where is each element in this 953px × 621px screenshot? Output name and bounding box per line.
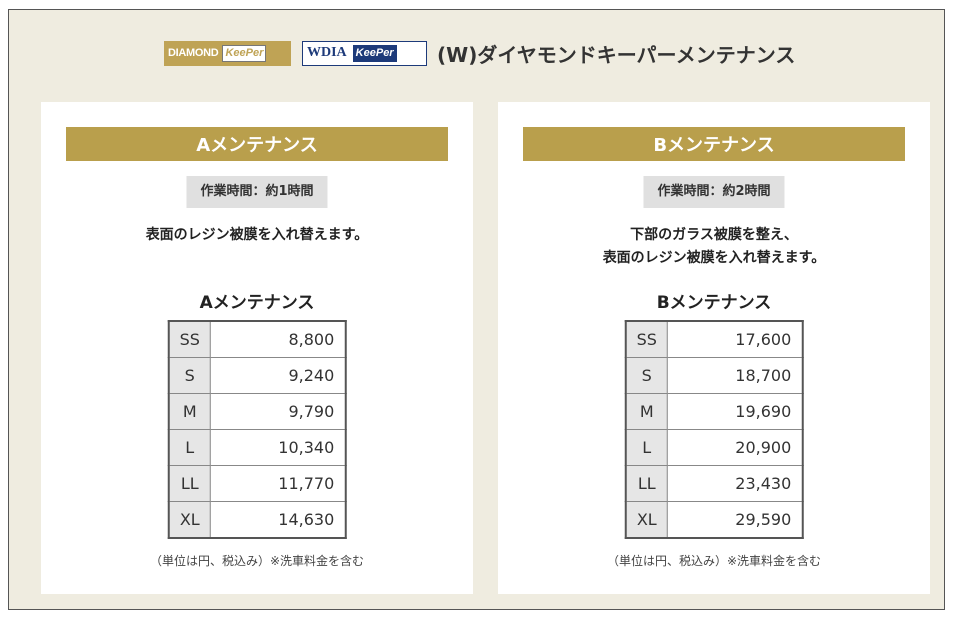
- table-row: XL 29,590: [625, 501, 803, 539]
- header: DIAMOND KeePer WDIA KeePer (W)ダイヤモンドキーパー…: [164, 38, 795, 68]
- table-row: LL 23,430: [625, 465, 803, 502]
- size-cell: M: [168, 393, 211, 430]
- price-cell: 18,700: [666, 357, 803, 394]
- size-cell: XL: [168, 501, 211, 539]
- table-row: LL 11,770: [168, 465, 346, 502]
- size-cell: S: [625, 357, 668, 394]
- logo-keeper-text: KeePer: [222, 44, 267, 62]
- table-row: SS 17,600: [625, 320, 803, 358]
- diamond-keeper-logo: DIAMOND KeePer: [164, 40, 291, 66]
- size-cell: SS: [168, 320, 211, 358]
- table-heading: Bメンテナンス: [656, 293, 772, 313]
- size-cell: LL: [625, 465, 668, 502]
- size-cell: XL: [625, 501, 668, 539]
- panel-title: Aメンテナンス: [66, 127, 448, 161]
- price-cell: 29,590: [666, 501, 803, 539]
- work-time-badge: 作業時間：約2時間: [643, 176, 785, 208]
- size-cell: SS: [625, 320, 668, 358]
- table-row: M 9,790: [168, 393, 346, 430]
- table-row: XL 14,630: [168, 501, 346, 539]
- description-line: 表面のレジン被膜を入れ替えます。: [145, 227, 369, 243]
- logo-wdia-text: WDIA: [307, 45, 347, 60]
- table-row: S 9,240: [168, 357, 346, 394]
- price-cell: 11,770: [209, 465, 346, 502]
- description: 下部のガラス被膜を整え、 表面のレジン被膜を入れ替えます。: [498, 224, 930, 270]
- price-cell: 8,800: [209, 320, 346, 358]
- price-cell: 9,240: [209, 357, 346, 394]
- size-cell: L: [625, 429, 668, 466]
- price-cell: 9,790: [209, 393, 346, 430]
- logo-wdia-keeper-text: KeePer: [352, 44, 397, 62]
- description-line: 下部のガラス被膜を整え、: [630, 227, 798, 243]
- description: 表面のレジン被膜を入れ替えます。: [41, 224, 473, 247]
- panel-title: Bメンテナンス: [523, 127, 905, 161]
- price-cell: 10,340: [209, 429, 346, 466]
- wdia-keeper-logo: WDIA KeePer: [302, 40, 427, 66]
- price-note: （単位は円、税込み）※洗車料金を含む: [606, 554, 822, 568]
- size-cell: S: [168, 357, 211, 394]
- table-heading: Aメンテナンス: [199, 293, 315, 313]
- price-table: SS 17,600 S 18,700 M 19,690 L 20,900 LL 23,43…: [624, 320, 804, 539]
- price-cell: 19,690: [666, 393, 803, 430]
- logo-diamond-text: DIAMOND: [168, 47, 219, 59]
- page-title: (W)ダイヤモンドキーパーメンテナンス: [437, 42, 796, 67]
- table-row: S 18,700: [625, 357, 803, 394]
- panel-b-maintenance: Bメンテナンス 作業時間：約2時間 下部のガラス被膜を整え、 表面のレジン被膜を…: [498, 102, 930, 594]
- size-cell: M: [625, 393, 668, 430]
- price-cell: 17,600: [666, 320, 803, 358]
- table-row: L 10,340: [168, 429, 346, 466]
- content-frame: DIAMOND KeePer WDIA KeePer (W)ダイヤモンドキーパー…: [8, 9, 945, 610]
- size-cell: LL: [168, 465, 211, 502]
- price-cell: 20,900: [666, 429, 803, 466]
- table-row: L 20,900: [625, 429, 803, 466]
- table-row: SS 8,800: [168, 320, 346, 358]
- price-cell: 23,430: [666, 465, 803, 502]
- size-cell: L: [168, 429, 211, 466]
- table-row: M 19,690: [625, 393, 803, 430]
- price-note: （単位は円、税込み）※洗車料金を含む: [149, 554, 365, 568]
- work-time-badge: 作業時間：約1時間: [186, 176, 328, 208]
- price-cell: 14,630: [209, 501, 346, 539]
- price-table: SS 8,800 S 9,240 M 9,790 L 10,340 LL 11,770 X…: [167, 320, 347, 539]
- panel-a-maintenance: Aメンテナンス 作業時間：約1時間 表面のレジン被膜を入れ替えます。 Aメンテナ…: [41, 102, 473, 594]
- description-line: 表面のレジン被膜を入れ替えます。: [602, 250, 826, 266]
